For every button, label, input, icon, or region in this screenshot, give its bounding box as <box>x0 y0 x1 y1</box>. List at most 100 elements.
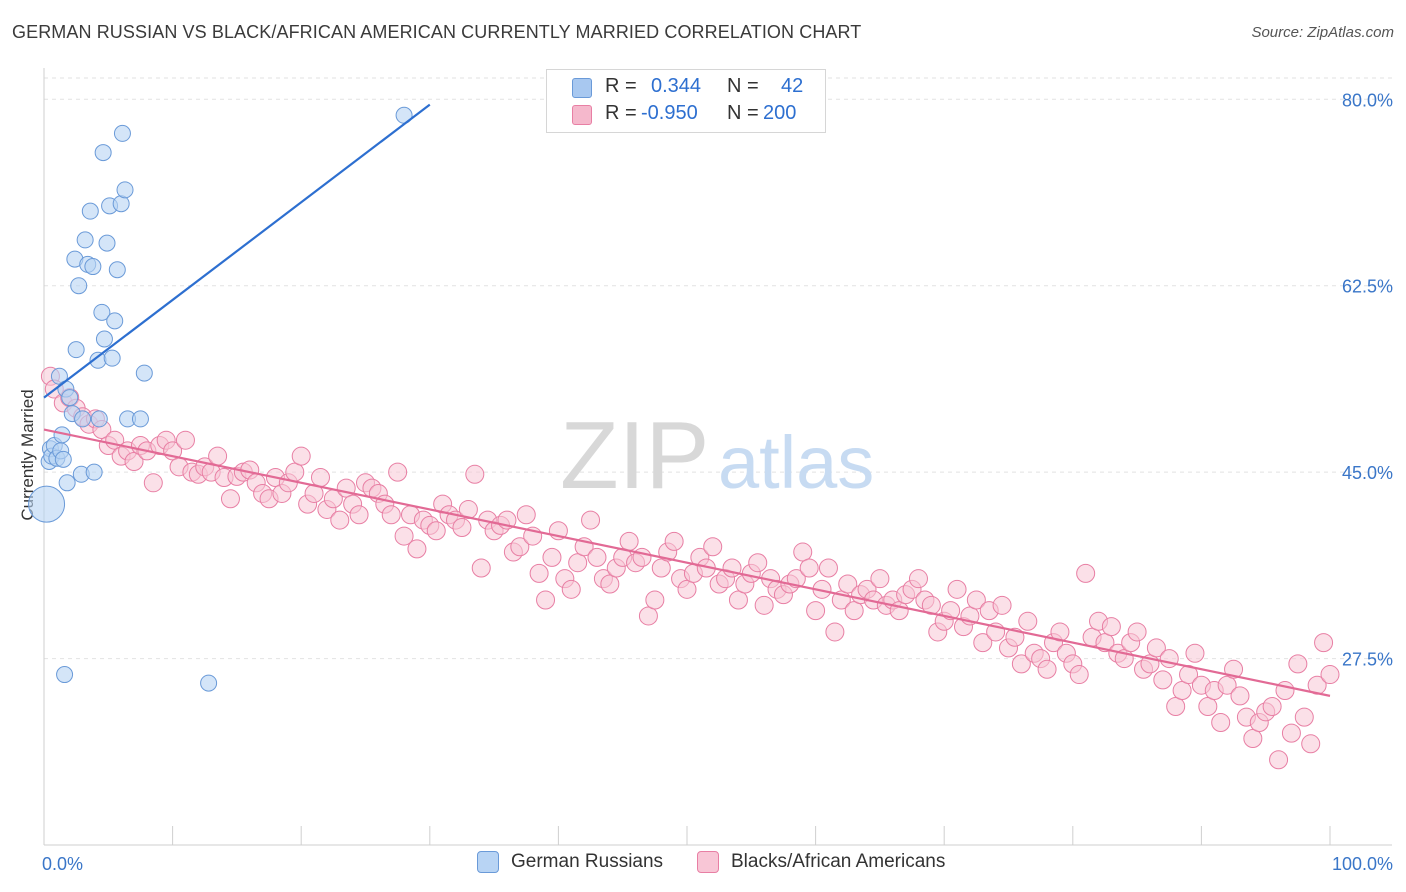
source-credit: Source: ZipAtlas.com <box>1251 24 1394 41</box>
y-tick-label: 45.0% <box>1342 463 1393 483</box>
chart-title: GERMAN RUSSIAN VS BLACK/AFRICAN AMERICAN… <box>12 22 862 42</box>
data-point-blacks <box>381 505 401 525</box>
data-point-german-russians <box>94 144 112 162</box>
data-point-blacks <box>786 569 806 589</box>
data-point-blacks <box>947 579 967 599</box>
data-point-german-russians <box>116 181 134 199</box>
data-point-blacks <box>728 590 748 610</box>
series-german-russians-points <box>28 106 413 692</box>
data-point-german-russians <box>90 410 108 428</box>
legend-swatch-blacks <box>572 105 592 125</box>
data-point-german-russians <box>93 303 111 321</box>
data-point-blacks <box>1037 659 1057 679</box>
legend-r-label: R = <box>605 102 637 124</box>
data-point-blacks <box>510 537 530 557</box>
legend-swatch <box>697 851 719 873</box>
data-point-blacks <box>529 563 549 583</box>
data-point-blacks <box>291 446 311 466</box>
data-point-blacks <box>806 601 826 621</box>
data-point-blacks <box>1146 638 1166 658</box>
data-point-blacks <box>1230 686 1250 706</box>
data-point-blacks <box>285 462 305 482</box>
watermark: ZIP atlas <box>560 402 874 509</box>
data-point-blacks <box>516 505 536 525</box>
data-point-german-russians <box>113 124 131 142</box>
data-point-german-russians <box>98 234 116 252</box>
legend-n-value: 42 <box>781 75 804 97</box>
data-point-blacks <box>1262 697 1282 717</box>
legend-r-value: -0.950 <box>641 102 698 124</box>
data-point-blacks <box>1069 665 1089 685</box>
data-point-blacks <box>175 430 195 450</box>
gridlines <box>44 77 1392 660</box>
data-point-blacks <box>844 601 864 621</box>
data-point-blacks <box>825 622 845 642</box>
data-point-blacks <box>1166 697 1186 717</box>
data-point-blacks <box>638 606 658 626</box>
legend-n-label: N = <box>727 102 759 124</box>
data-point-german-russians <box>108 261 126 279</box>
data-point-german-russians <box>81 202 99 220</box>
data-point-german-russians <box>95 330 113 348</box>
data-point-blacks <box>1172 681 1192 701</box>
data-point-blacks <box>220 489 240 509</box>
data-point-blacks <box>349 505 369 525</box>
data-point-blacks <box>1011 654 1031 674</box>
data-point-blacks <box>394 526 414 546</box>
data-point-blacks <box>310 467 330 487</box>
data-point-blacks <box>208 446 228 466</box>
data-point-german-russians <box>200 674 218 692</box>
data-point-blacks <box>465 464 485 484</box>
trend-lines <box>43 103 1331 697</box>
data-point-german-russians <box>131 410 149 428</box>
data-point-german-russians <box>54 450 72 468</box>
watermark-zip: ZIP <box>560 402 709 509</box>
data-point-german-russians <box>28 485 66 523</box>
data-point-blacks <box>677 579 697 599</box>
data-point-blacks <box>651 558 671 578</box>
data-point-blacks <box>1269 750 1289 770</box>
data-point-blacks <box>748 553 768 573</box>
y-tick-label: 80.0% <box>1342 90 1393 110</box>
data-point-blacks <box>1101 617 1121 637</box>
data-point-blacks <box>1185 643 1205 663</box>
data-point-blacks <box>793 542 813 562</box>
trend-line-german-russians <box>43 103 431 399</box>
legend-top: R = 0.344 N = 42 R = -0.950 N = 200 <box>546 69 826 133</box>
legend-item-blacks: Blacks/African Americans <box>697 851 945 873</box>
data-point-blacks <box>1153 670 1173 690</box>
data-point-blacks <box>664 531 684 551</box>
data-point-german-russians <box>84 258 102 276</box>
data-point-german-russians <box>67 341 85 359</box>
data-point-blacks <box>1018 611 1038 631</box>
data-point-german-russians <box>135 364 153 382</box>
tick-labels: 27.5% 45.0% 62.5% 80.0% 0.0% 100.0% <box>42 90 1393 874</box>
data-point-blacks <box>1294 707 1314 727</box>
data-point-blacks <box>568 553 588 573</box>
data-point-blacks <box>818 558 838 578</box>
data-point-german-russians <box>58 474 76 492</box>
data-point-german-russians <box>74 410 92 428</box>
data-point-blacks <box>1281 723 1301 743</box>
data-point-blacks <box>1224 659 1244 679</box>
data-point-blacks <box>471 558 491 578</box>
data-point-blacks <box>703 537 723 557</box>
data-point-blacks <box>754 595 774 615</box>
data-point-blacks <box>966 590 986 610</box>
data-point-german-russians <box>70 277 88 295</box>
data-point-blacks <box>973 633 993 653</box>
data-point-german-russians <box>61 389 79 407</box>
data-point-blacks <box>1198 697 1218 717</box>
legend-n-label: N = <box>727 75 759 97</box>
data-point-german-russians <box>85 463 103 481</box>
data-point-blacks <box>388 462 408 482</box>
trend-line-blacks <box>43 428 1331 697</box>
data-point-blacks <box>838 574 858 594</box>
data-point-blacks <box>600 574 620 594</box>
data-point-blacks <box>908 569 928 589</box>
legend-r-label: R = <box>605 75 637 97</box>
legend-label: Blacks/African Americans <box>731 851 946 872</box>
data-point-german-russians <box>56 666 74 684</box>
data-point-german-russians <box>103 349 121 367</box>
